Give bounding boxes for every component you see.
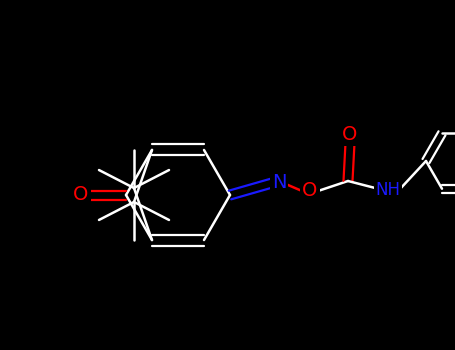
- Text: NH: NH: [375, 181, 400, 199]
- Text: N: N: [272, 173, 286, 191]
- Text: O: O: [302, 182, 318, 201]
- Text: O: O: [73, 186, 89, 204]
- Text: O: O: [342, 126, 358, 145]
